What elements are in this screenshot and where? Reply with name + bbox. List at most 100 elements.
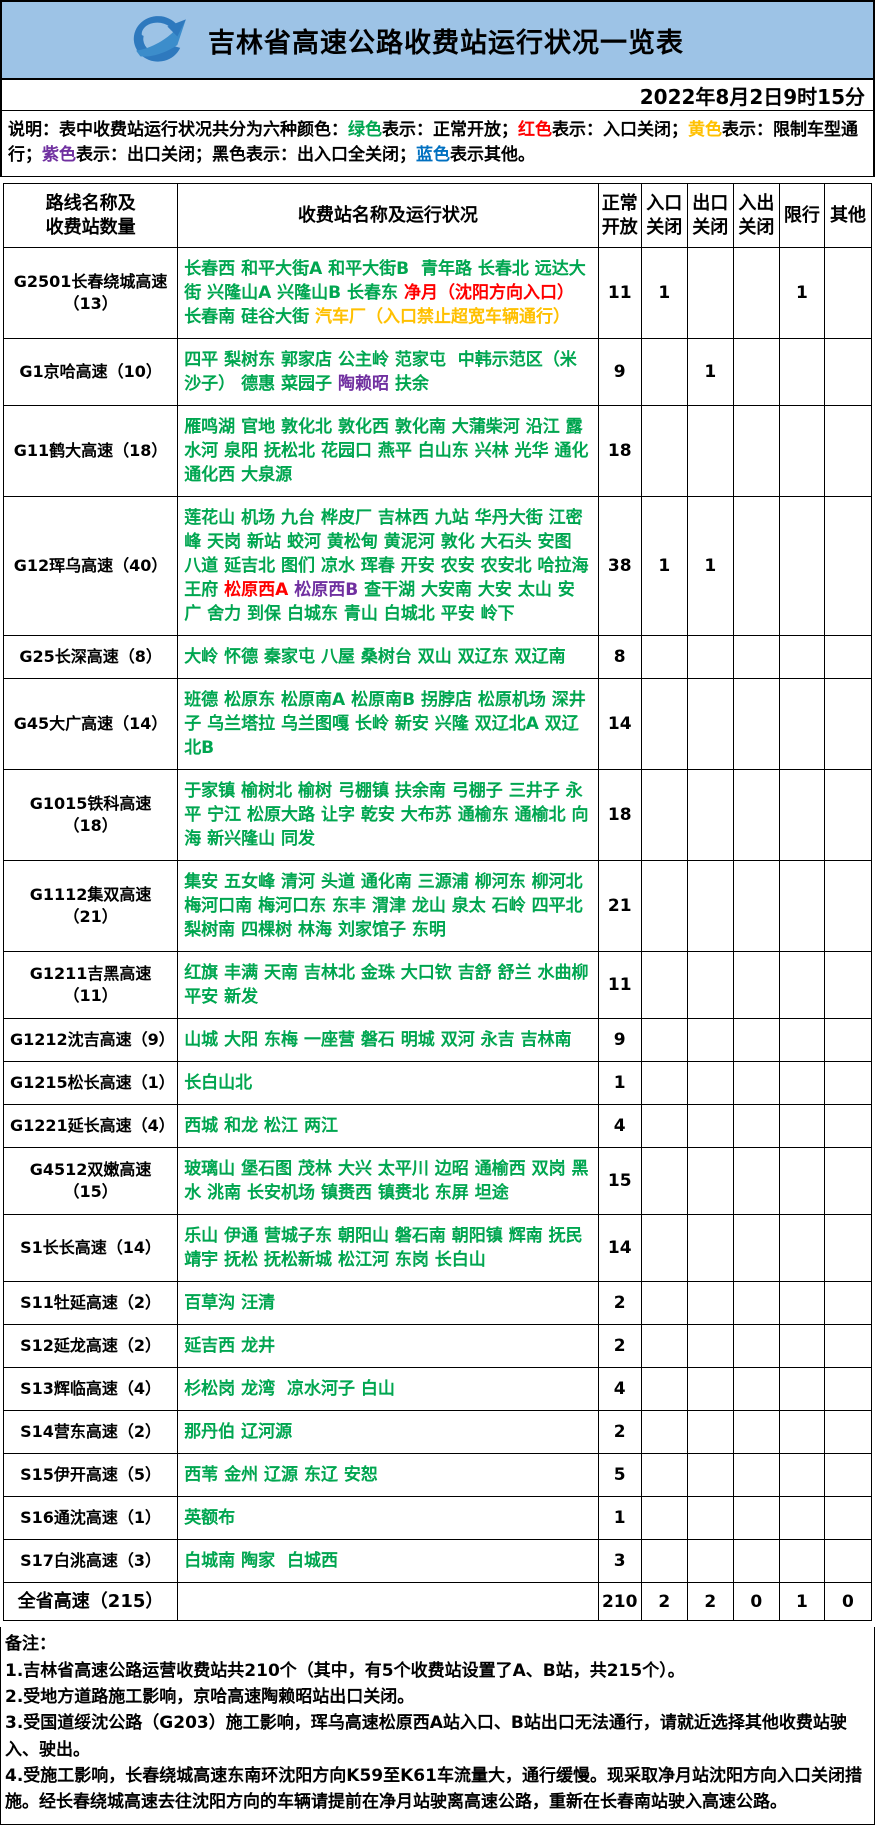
status-count [823,635,873,680]
table-row: G11鹤大高速（18） 雁鸣湖 官地 敦化北 敦化西 敦化南 大蒲柴河 沿江 露水… [2,405,873,498]
status-count [778,1281,825,1326]
status-count: 38 [597,496,642,637]
legend-segment-green: 绿色 [348,120,382,140]
report-date-row: 2022年8月2日9时15分 [0,80,875,111]
route-name: S16通沈高速（1） [2,1496,179,1541]
status-count: 11 [597,247,642,340]
status-count: 1 [640,247,688,340]
status-count [640,1018,688,1063]
status-count [778,1453,825,1498]
status-count: 2 [597,1324,642,1369]
status-count [732,1147,780,1216]
table-row: G12珲乌高速（40） 莲花山 机场 九台 桦皮厂 吉林西 九站 华丹大街 江密峰… [2,496,873,637]
status-count [778,951,825,1020]
status-count [686,1214,734,1283]
table-row: S14营东高速（2） 那丹伯 辽河源 2 [2,1410,873,1455]
status-count [686,1104,734,1149]
legend-segment-black: 表示其他。 [450,144,535,165]
remark-item: 2.受地方道路施工影响，京哈高速陶赖昭站出口关闭。 [5,1686,415,1707]
table-row: S15伊开高速（5） 西苇 金州 辽源 东辽 安恕 5 [2,1453,873,1498]
table-row: G1112集双高速（21） 集安 五女峰 清河 头道 通化南 三源浦 柳河东 柳河… [2,860,873,953]
status-count [823,1061,873,1106]
status-count [640,1453,688,1498]
station-segment-green: 西城 和龙 松江 两江 [184,1116,338,1137]
status-count [823,1018,873,1063]
status-count [640,1214,688,1283]
station-segment-green: 大岭 怀德 秦家屯 八屋 桑树台 双山 双辽东 双辽南 [184,647,566,668]
status-count [686,1453,734,1498]
station-segment-green: 班德 松原东 松原南A 松原南B 拐脖店 松原机场 深井子 乌兰塔拉 乌兰图嘎 … [184,690,586,759]
status-count [732,1496,780,1541]
station-list: 百草沟 汪清 [177,1281,599,1326]
station-segment-green: 扶余 [388,374,429,395]
station-segment-green: 杉松岗 龙湾 凉水河子 白山 [184,1379,395,1400]
station-segment-green: 长春西 和平大街A 和平大街B 青年路 长春北 远达大街 兴隆山A 兴隆山B 长… [184,259,586,304]
route-name: S13辉临高速（4） [2,1367,179,1412]
status-count [640,678,688,771]
status-count [686,1147,734,1216]
status-count [823,1410,873,1455]
status-count [823,860,873,953]
station-list: 白城南 陶家 白城西 [177,1539,599,1584]
route-name: G1215松长高速（1） [2,1061,179,1106]
legend-segment-yellow: 黄色 [688,120,722,140]
status-count: 0 [732,1582,780,1622]
station-list: 乐山 伊通 营城子东 朝阳山 磐石南 朝阳镇 辉南 抚民 靖宇 抚松 抚松新城 … [177,1214,599,1283]
status-count [823,1281,873,1326]
status-count [640,1147,688,1216]
status-count [823,338,873,407]
route-name: S1长长高速（14） [2,1214,179,1283]
remark-item: 4.受施工影响，长春绕城高速东南环沈阳方向K59至K61车流量大，通行缓慢。现采… [5,1765,862,1813]
station-list: 玻璃山 堡石图 茂林 大兴 太平川 边昭 通榆西 双岗 黑水 洮南 长安机场 镇… [177,1147,599,1216]
status-count [732,769,780,862]
status-count [732,951,780,1020]
station-segment-green: 百草沟 汪清 [184,1293,276,1314]
status-count [778,1410,825,1455]
table-row: S11牡延高速（2） 百草沟 汪清 2 [2,1281,873,1326]
station-list: 莲花山 机场 九台 桦皮厂 吉林西 九站 华丹大街 江密峰 天岗 新站 蛟河 黄… [177,496,599,637]
route-name: G1212沈吉高速（9） [2,1018,179,1063]
status-count: 8 [597,635,642,680]
status-count [778,1496,825,1541]
table-row: G25长深高速（8） 大岭 怀德 秦家屯 八屋 桑树台 双山 双辽东 双辽南 8 [2,635,873,680]
station-list [177,1582,599,1622]
col-header-stations: 收费站名称及运行状况 [177,183,599,249]
station-segment-green: 西苇 金州 辽源 东辽 安恕 [184,1465,378,1486]
station-segment-green: 延吉西 龙井 [184,1336,276,1357]
status-count [778,1367,825,1412]
legend-segment-blue: 蓝色 [416,144,450,165]
station-list: 雁鸣湖 官地 敦化北 敦化西 敦化南 大蒲柴河 沿江 露水河 泉阳 抚松北 花园… [177,405,599,498]
route-name: S17白洮高速（3） [2,1539,179,1584]
station-segment-red: 净月（沈阳方向入口） [403,283,574,304]
status-count [686,635,734,680]
status-count: 9 [597,338,642,407]
status-count [640,338,688,407]
station-list: 四平 梨树东 郭家店 公主岭 范家屯 中韩示范区（米沙子） 德惠 菜园子 陶赖昭… [177,338,599,407]
table-row: G4512双嫩高速（15） 玻璃山 堡石图 茂林 大兴 太平川 边昭 通榆西 双岗… [2,1147,873,1216]
table-row: S16通沈高速（1） 英额布 1 [2,1496,873,1541]
table-row: S17白洮高速（3） 白城南 陶家 白城西 3 [2,1539,873,1584]
status-count [732,1324,780,1369]
status-count [640,860,688,953]
station-segment-green: 查干湖 大安南 大安 太山 安广 舍力 到保 白城东 青山 白城北 平安 岭下 [184,580,575,625]
status-count [778,1061,825,1106]
remarks-section: 备注： 1.吉林省高速公路运营收费站共210个（其中，有5个收费站设置了A、B站… [0,1627,875,1825]
status-count [778,769,825,862]
route-name: S11牡延高速（2） [2,1281,179,1326]
station-segment-green: 集安 五女峰 清河 头道 通化南 三源浦 柳河东 柳河北 梅河口南 梅河口东 东… [184,872,589,941]
table-row: G1212沈吉高速（9） 山城 大阳 东梅 一座营 磐石 明城 双河 永吉 吉林南… [2,1018,873,1063]
col-header-exit-closed: 出口 关闭 [686,183,734,249]
status-count: 1 [686,496,734,637]
table-row: S12延龙高速（2） 延吉西 龙井 2 [2,1324,873,1369]
status-count [686,678,734,771]
status-count [640,1281,688,1326]
status-count: 11 [597,951,642,1020]
route-name: G12珲乌高速（40） [2,496,179,637]
status-count [686,1324,734,1369]
status-count [732,496,780,637]
col-header-route: 路线名称及 收费站数量 [2,183,179,249]
status-count [823,1496,873,1541]
status-count [823,1147,873,1216]
station-list: 英额布 [177,1496,599,1541]
col-header-both-closed: 入出 关闭 [732,183,780,249]
